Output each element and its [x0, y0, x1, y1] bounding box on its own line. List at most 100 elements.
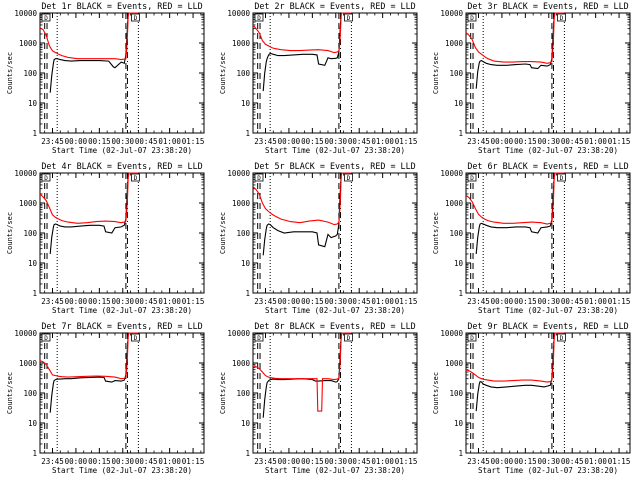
- y-tick-label: 10: [28, 99, 38, 108]
- annotation-box: [467, 333, 477, 342]
- y-tick-label: 10: [454, 259, 464, 268]
- x-tick-label: 00:45: [561, 297, 584, 306]
- y-tick-label: 10000: [440, 329, 463, 338]
- x-tick-label: 00:00: [278, 137, 301, 146]
- x-axis-label: Start Time (02-Jul-07 23:38:20): [265, 146, 405, 155]
- annotation-box: [557, 13, 566, 22]
- events-series-line: [475, 12, 556, 89]
- x-axis-label: Start Time (02-Jul-07 23:38:20): [478, 306, 618, 315]
- annotation-label: D: [44, 175, 48, 182]
- x-tick-label: 00:15: [88, 457, 111, 466]
- lld-series-line: [39, 172, 139, 224]
- x-tick-label: 01:00: [158, 457, 181, 466]
- x-tick-label: 00:00: [491, 457, 514, 466]
- chart-panel-8: Det 8r BLACK = Events, RED = LLD 1 10 100 10…: [219, 321, 418, 475]
- x-tick-label: 00:30: [111, 297, 134, 306]
- y-tick-label: 1000: [19, 359, 38, 368]
- x-tick-label: 01:15: [608, 297, 631, 306]
- lld-series-line: [252, 332, 352, 412]
- annotation-label: D: [347, 335, 351, 342]
- x-tick-label: 00:45: [348, 137, 371, 146]
- y-tick-label: 10: [241, 259, 251, 268]
- x-tick-label: 00:45: [561, 457, 584, 466]
- x-tick-label: 00:45: [135, 297, 158, 306]
- annotation-box: [41, 333, 51, 342]
- x-tick-label: 00:15: [514, 137, 537, 146]
- x-tick-label: 01:00: [584, 297, 607, 306]
- lld-series-line: [465, 332, 565, 383]
- events-series-line: [475, 332, 556, 412]
- lld-series-line: [465, 172, 565, 225]
- chart-title: Det 2r BLACK = Events, RED = LLD: [254, 1, 415, 11]
- x-tick-label: 23:45: [467, 457, 490, 466]
- annotation-box: [557, 333, 566, 342]
- chart-title: Det 6r BLACK = Events, RED = LLD: [467, 161, 628, 171]
- y-tick-label: 10000: [14, 9, 37, 18]
- x-tick-label: 00:00: [491, 297, 514, 306]
- x-axis-label: Start Time (02-Jul-07 23:38:20): [478, 146, 618, 155]
- x-tick-label: 00:00: [278, 297, 301, 306]
- y-axis-label: Counts/sec: [6, 52, 14, 94]
- events-series-line: [49, 332, 130, 413]
- plot-frame: [39, 12, 205, 134]
- annotation-label: D: [470, 15, 474, 22]
- y-tick-label: 1: [245, 289, 250, 298]
- annotation-label: D: [134, 15, 138, 22]
- plot-frame: [252, 332, 418, 454]
- events-series-line: [49, 172, 130, 255]
- y-tick-label: 100: [23, 229, 37, 238]
- x-tick-label: 00:15: [514, 457, 537, 466]
- annotation-box: [344, 13, 353, 22]
- x-tick-label: 01:15: [182, 137, 205, 146]
- y-tick-label: 1: [32, 289, 37, 298]
- lld-series-line: [252, 172, 352, 226]
- x-tick-label: 00:15: [301, 297, 324, 306]
- annotation-label: D: [560, 15, 564, 22]
- y-tick-label: 100: [449, 389, 463, 398]
- chart-panel-7: Det 7r BLACK = Events, RED = LLD 1 10 100 10…: [6, 321, 205, 475]
- lld-series-line: [39, 12, 139, 61]
- y-tick-label: 100: [236, 389, 250, 398]
- chart-title: Det 5r BLACK = Events, RED = LLD: [254, 161, 415, 171]
- chart-panel-9: Det 9r BLACK = Events, RED = LLD 1 10 100 10…: [432, 321, 631, 475]
- x-tick-label: 00:00: [278, 457, 301, 466]
- plot-frame: [465, 172, 631, 294]
- annotation-box: [131, 333, 140, 342]
- y-axis-label: Counts/sec: [219, 212, 227, 254]
- x-tick-label: 01:15: [182, 457, 205, 466]
- x-tick-label: 01:00: [158, 297, 181, 306]
- y-axis-label: Counts/sec: [6, 212, 14, 254]
- y-axis-label: Counts/sec: [219, 372, 227, 414]
- x-tick-label: 01:15: [608, 137, 631, 146]
- x-tick-label: 23:45: [41, 457, 64, 466]
- lld-series-line: [39, 332, 139, 380]
- x-tick-label: 00:15: [301, 137, 324, 146]
- chart-panel-4: Det 4r BLACK = Events, RED = LLD 1 10 100 10…: [6, 161, 205, 315]
- events-series-line: [475, 172, 556, 255]
- annotation-box: [467, 173, 477, 182]
- annotation-box: [254, 333, 264, 342]
- annotation-box: [344, 173, 353, 182]
- chart-title: Det 1r BLACK = Events, RED = LLD: [41, 1, 202, 11]
- y-tick-label: 1: [32, 449, 37, 458]
- annotation-box: [344, 333, 353, 342]
- x-tick-label: 00:30: [537, 297, 560, 306]
- x-tick-label: 00:15: [514, 297, 537, 306]
- y-tick-label: 100: [236, 69, 250, 78]
- annotation-label: D: [347, 15, 351, 22]
- chart-panel-6: Det 6r BLACK = Events, RED = LLD 1 10 100 10…: [432, 161, 631, 315]
- plot-frame: [465, 12, 631, 134]
- chart-panel-5: Det 5r BLACK = Events, RED = LLD 1 10 100 10…: [219, 161, 418, 315]
- chart-panel-3: Det 3r BLACK = Events, RED = LLD 1 10 100 10…: [432, 1, 631, 155]
- x-tick-label: 00:15: [301, 457, 324, 466]
- x-tick-label: 00:30: [324, 297, 347, 306]
- y-tick-label: 10000: [440, 169, 463, 178]
- events-series-line: [262, 12, 342, 92]
- annotation-label: D: [44, 15, 48, 22]
- x-tick-label: 00:00: [65, 457, 88, 466]
- y-tick-label: 10000: [227, 329, 250, 338]
- x-axis-label: Start Time (02-Jul-07 23:38:20): [52, 306, 192, 315]
- annotation-box: [41, 173, 51, 182]
- annotation-label: D: [560, 335, 564, 342]
- x-tick-label: 01:15: [182, 297, 205, 306]
